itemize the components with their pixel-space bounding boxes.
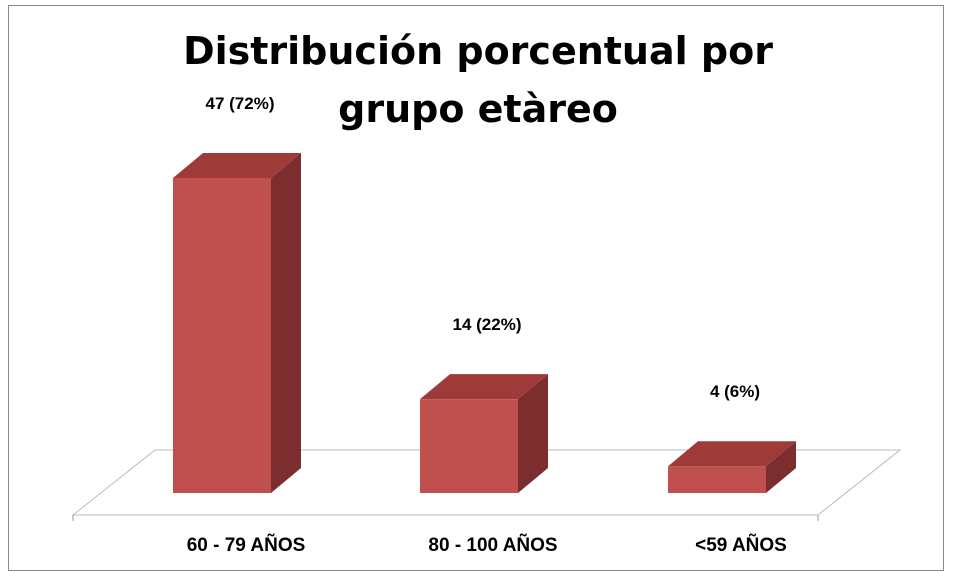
data-label: 47 (72%)	[205, 94, 275, 113]
bar-side	[766, 441, 796, 493]
chart-border	[8, 5, 944, 571]
data-label: 4 (6%)	[709, 382, 761, 402]
bar	[173, 178, 271, 493]
bar-side	[271, 153, 301, 493]
x-tick-label: 60 - 79 AÑOS	[187, 534, 306, 556]
x-tick-label: 80 - 100 AÑOS	[428, 534, 557, 556]
x-tick-label: <59 AÑOS	[695, 534, 787, 556]
bar-top	[668, 441, 796, 467]
bar-side	[518, 374, 548, 493]
bar-top	[173, 153, 301, 178]
floor	[71, 449, 902, 516]
data-label: 14 (22%)	[452, 315, 522, 335]
bar	[668, 466, 766, 493]
bar	[420, 399, 518, 493]
chart-title: Distribución porcentual por grupo etàreo	[183, 29, 773, 131]
bar-top	[420, 374, 548, 400]
